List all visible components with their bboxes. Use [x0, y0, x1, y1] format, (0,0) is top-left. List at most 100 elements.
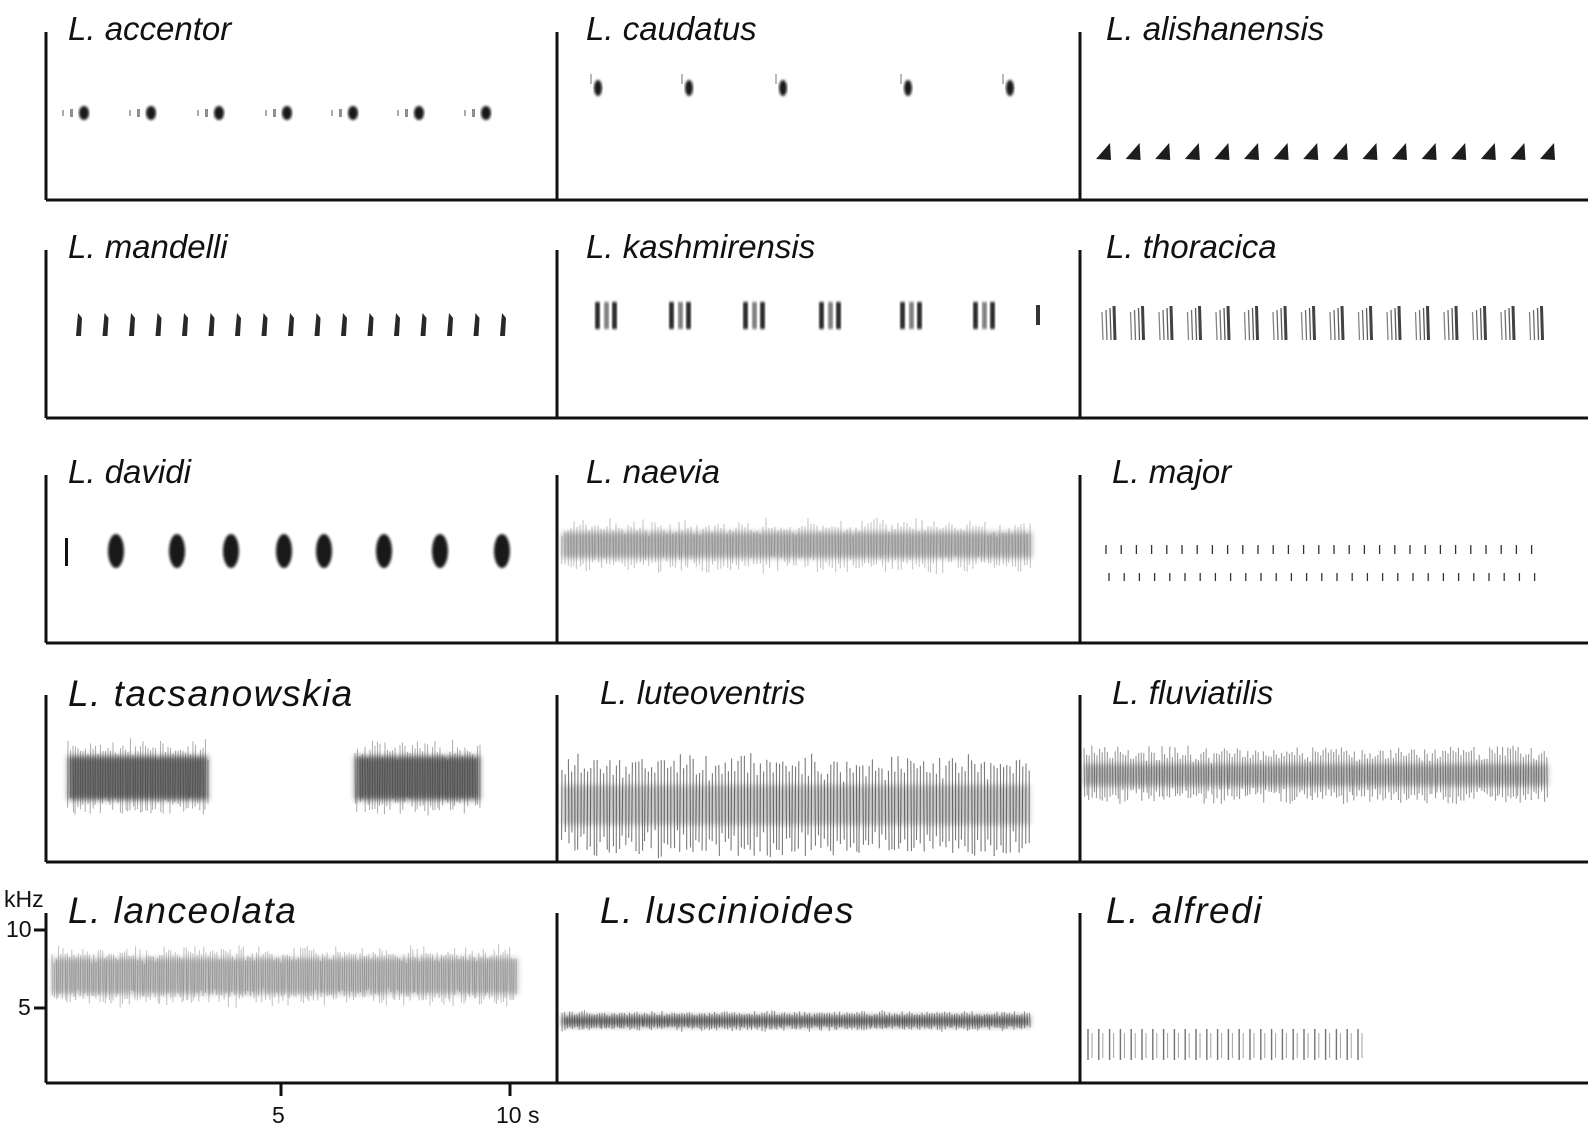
- note-alishanensis-9: [1362, 143, 1378, 160]
- note-kashmirensis-last: [1036, 305, 1040, 325]
- note-kashmirensis-4-0: [900, 302, 905, 329]
- song-alishanensis: [1096, 143, 1555, 160]
- song-caudatus: [590, 74, 1014, 96]
- note-kashmirensis-4-2: [917, 302, 922, 329]
- note-mandelli-9: [314, 313, 321, 336]
- panel-label-caudatus: L. caudatus: [586, 10, 757, 47]
- note-mandelli-5: [208, 313, 215, 336]
- note-davidi-8: [494, 534, 510, 568]
- note-kashmirensis-0-2: [612, 302, 617, 329]
- song-alfredi: [1087, 1029, 1363, 1060]
- panel-label-luscinioides: L. luscinioides: [600, 890, 855, 931]
- note-accentor-4: [348, 106, 358, 120]
- note-alishanensis-0: [1096, 143, 1111, 160]
- note-davidi-3: [223, 534, 239, 568]
- note-kashmirensis-1-2: [686, 302, 691, 329]
- panel-label-tacsanowskia: L. tacsanowskia: [68, 673, 354, 714]
- block-tacsanowskia-2: [355, 756, 480, 800]
- note-caudatus-0: [594, 80, 602, 96]
- note-mandelli-11: [367, 313, 374, 336]
- song-mandelli: [76, 313, 506, 336]
- note-alishanensis-13: [1480, 143, 1496, 160]
- note-mandelli-14: [447, 313, 453, 336]
- song-fluviatilis: [1083, 745, 1548, 805]
- note-kashmirensis-4-1: [909, 302, 914, 329]
- song-luteoventris: [560, 753, 1030, 859]
- panel-label-lanceolata: L. lanceolata: [68, 890, 298, 931]
- note-mandelli-13: [420, 313, 427, 336]
- note-mandelli-15: [473, 313, 480, 336]
- note-mandelli-7: [261, 313, 268, 336]
- song-kashmirensis: [595, 302, 1040, 329]
- song-major: [1105, 545, 1536, 581]
- note-mandelli-0: [76, 313, 82, 336]
- note-accentor-0: [79, 106, 89, 120]
- note-alishanensis-12: [1451, 143, 1467, 160]
- note-davidi-4: [276, 534, 292, 568]
- streaks-lanceolata: [51, 944, 517, 1008]
- song-davidi: [65, 534, 510, 568]
- note-caudatus-3: [904, 80, 912, 96]
- note-accentor-1: [146, 106, 156, 120]
- note-accentor-6: [481, 106, 491, 120]
- note-accentor-3: [282, 106, 292, 120]
- note-kashmirensis-3-2: [836, 302, 841, 329]
- panel-label-naevia: L. naevia: [586, 453, 720, 490]
- note-kashmirensis-3-1: [828, 302, 833, 329]
- streaks-luteoventris: [560, 753, 1030, 859]
- note-mandelli-2: [129, 313, 135, 336]
- song-lanceolata: [51, 944, 518, 1008]
- band-luscinioides: [562, 1016, 1030, 1026]
- note-davidi-6: [376, 534, 392, 568]
- note-kashmirensis-5-0: [973, 302, 978, 329]
- note-mandelli-10: [341, 313, 347, 336]
- panel-label-davidi: L. davidi: [68, 453, 191, 490]
- note-alishanensis-7: [1303, 143, 1319, 160]
- panel-label-alfredi: L. alfredi: [1106, 890, 1263, 931]
- note-kashmirensis-0-0: [595, 302, 600, 329]
- note-kashmirensis-0-1: [604, 302, 609, 329]
- note-kashmirensis-2-1: [752, 302, 757, 329]
- note-mandelli-3: [155, 313, 162, 336]
- note-caudatus-2: [779, 80, 787, 96]
- note-kashmirensis-5-2: [990, 302, 995, 329]
- streaks-fluviatilis: [1083, 745, 1548, 805]
- note-alishanensis-14: [1510, 143, 1526, 160]
- spectrogram-marks: [51, 74, 1555, 1060]
- band-fluviatilis: [1084, 764, 1548, 786]
- song-luscinioides: [561, 1009, 1031, 1032]
- note-mandelli-12: [394, 313, 400, 336]
- panel-label-kashmirensis: L. kashmirensis: [586, 228, 816, 265]
- note-davidi-1: [108, 534, 124, 568]
- note-kashmirensis-2-0: [743, 302, 748, 329]
- note-alishanensis-11: [1421, 143, 1437, 160]
- note-alishanensis-10: [1392, 143, 1407, 160]
- streaks-tacsanowskia-2: [354, 739, 481, 816]
- streaks-luscinioides: [561, 1009, 1031, 1032]
- y-tick-label-5: 5: [18, 994, 31, 1020]
- note-mandelli-16: [500, 313, 506, 336]
- note-kashmirensis-1-1: [678, 302, 683, 329]
- note-davidi-0: [65, 538, 68, 566]
- note-alishanensis-2: [1155, 143, 1171, 160]
- streaks-naevia: [561, 517, 1031, 575]
- note-davidi-5: [316, 534, 332, 568]
- song-accentor: [62, 106, 491, 120]
- note-alishanensis-3: [1184, 143, 1200, 160]
- song-naevia: [561, 517, 1032, 575]
- note-mandelli-6: [235, 313, 241, 336]
- panel-label-luteoventris: L. luteoventris: [600, 674, 806, 711]
- note-kashmirensis-1-0: [669, 302, 674, 329]
- streaks-tacsanowskia-1: [67, 738, 209, 815]
- note-caudatus-4: [1006, 80, 1014, 96]
- panel-axes: [34, 32, 1588, 1096]
- note-davidi-7: [432, 534, 448, 568]
- panel-label-mandelli: L. mandelli: [68, 228, 228, 265]
- note-alishanensis-15: [1540, 143, 1555, 160]
- panel-label-accentor: L. accentor: [68, 10, 232, 47]
- note-kashmirensis-3-0: [819, 302, 824, 329]
- note-alishanensis-5: [1244, 143, 1259, 160]
- panel-label-major: L. major: [1112, 453, 1232, 490]
